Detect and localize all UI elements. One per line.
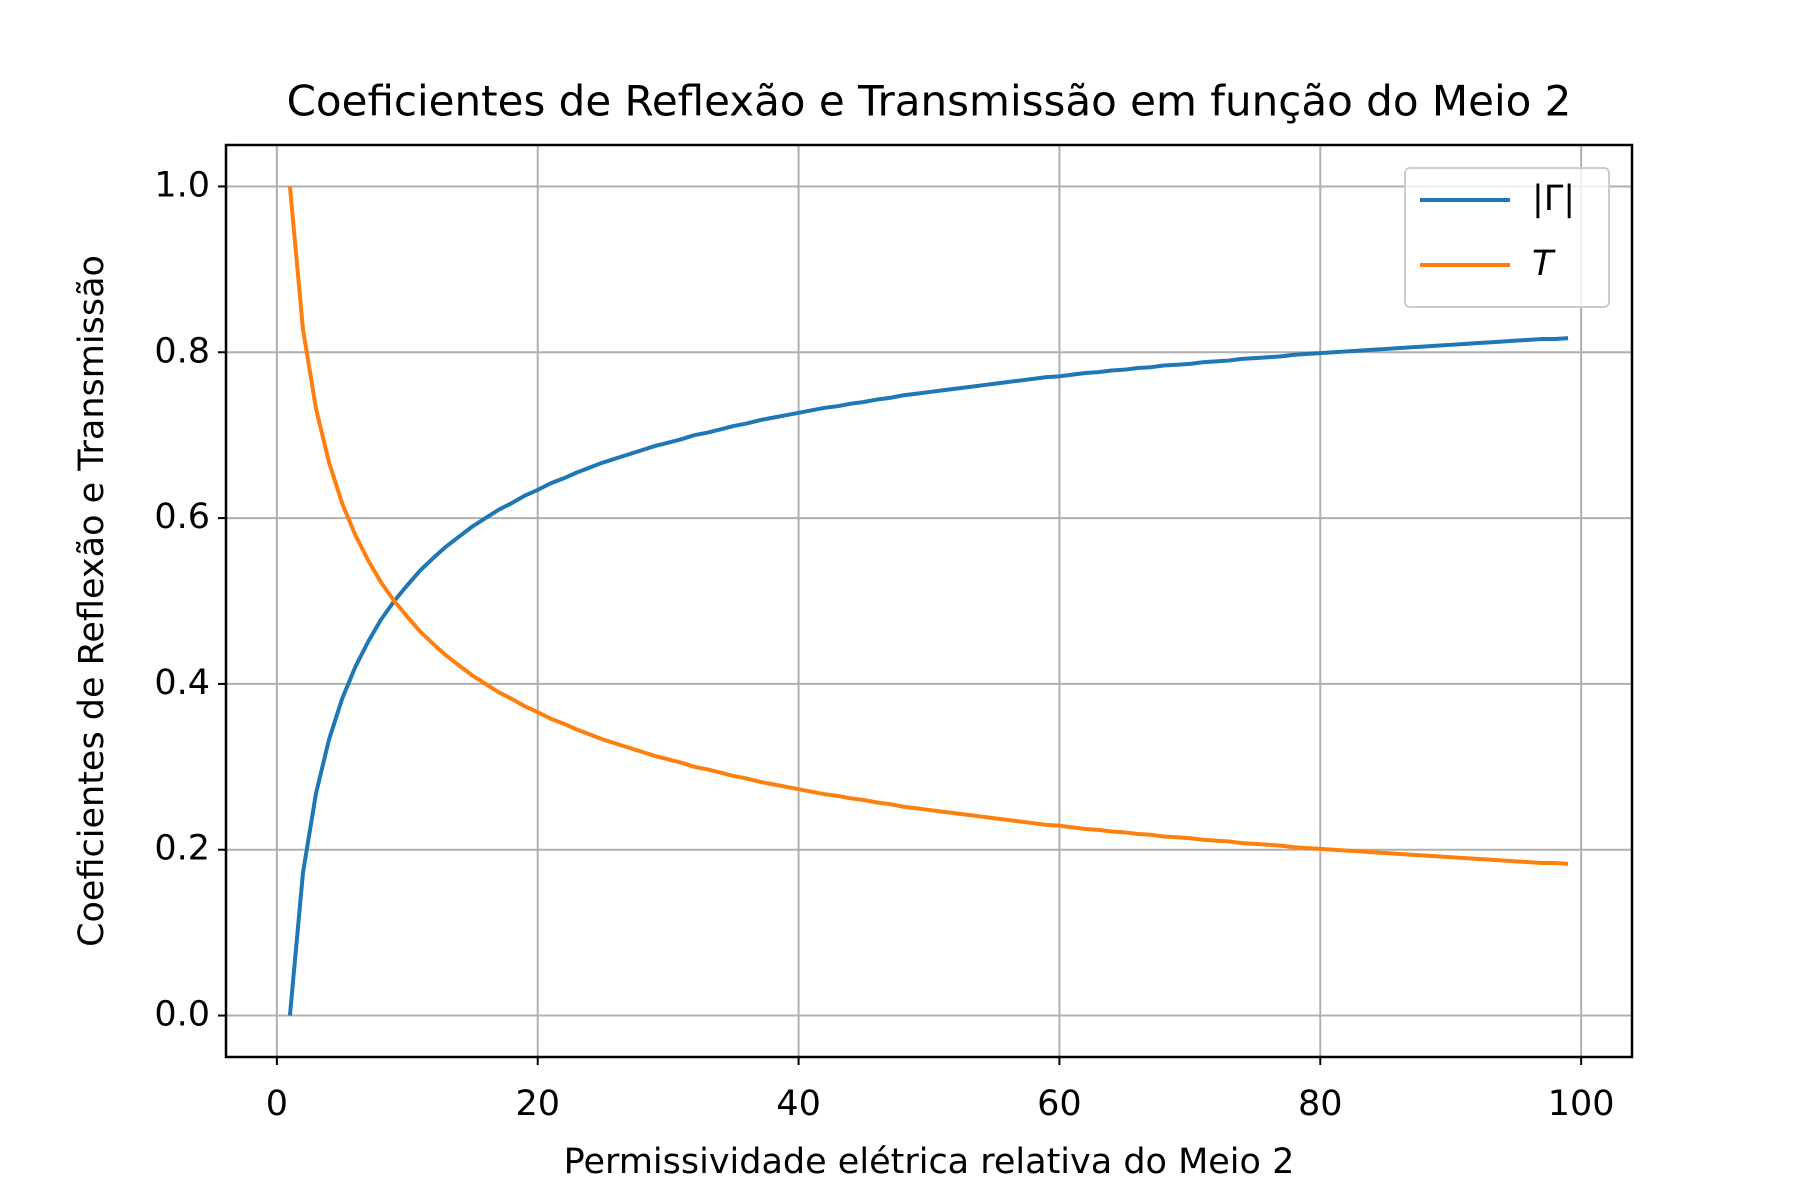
legend-label: T — [1532, 244, 1556, 284]
y-tick-label: 0.4 — [154, 663, 210, 703]
x-tick-label: 0 — [266, 1084, 288, 1124]
y-tick-label: 0.6 — [154, 497, 210, 537]
legend-label: |Γ| — [1532, 179, 1575, 219]
y-tick-label: 0.0 — [154, 995, 210, 1035]
y-axis-label: Coeficientes de Reflexão e Transmissão — [72, 255, 112, 947]
x-tick-label: 20 — [515, 1084, 560, 1124]
y-tick-label: 1.0 — [154, 165, 210, 205]
y-tick-label: 0.8 — [154, 331, 210, 371]
x-axis-label: Permissividade elétrica relativa do Meio… — [564, 1142, 1295, 1182]
chart-title: Coeficientes de Reflexão e Transmissão e… — [287, 77, 1572, 126]
legend-box — [1404, 167, 1610, 308]
data-line — [287, 336, 1569, 1016]
x-tick-label: 60 — [1037, 1084, 1082, 1124]
plot-frame — [224, 143, 1634, 1059]
data-line — [287, 186, 1569, 866]
x-tick-label: 80 — [1298, 1084, 1343, 1124]
y-tick-label: 0.2 — [154, 829, 210, 869]
x-tick-label: 100 — [1548, 1084, 1615, 1124]
x-tick-label: 40 — [776, 1084, 821, 1124]
